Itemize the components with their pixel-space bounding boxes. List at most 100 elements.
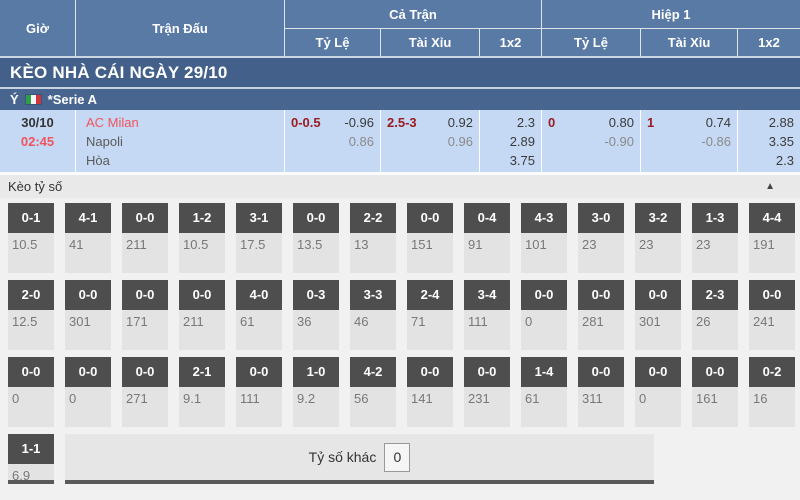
date-title-text: KÈO NHÀ CÁI NGÀY 29/10	[10, 62, 228, 82]
score-button[interactable]: 4-1	[65, 203, 111, 233]
ft-1x2-odds-cell[interactable]: 2.3 2.89 3.75	[480, 110, 541, 172]
score-button[interactable]: 0-0	[8, 357, 54, 387]
h1-1x2-home-odds[interactable]: 2.88	[768, 115, 794, 130]
score-button[interactable]: 1-4	[521, 357, 567, 387]
score-cell: 0-0 301	[635, 280, 681, 350]
score-button[interactable]: 0-0	[521, 280, 567, 310]
score-row: 0-0 0 0-0 0 0-0 271 2-1 9.1 0-0 111 1-0 9.2 4-2 56 0-0…	[8, 357, 800, 427]
h1-1x2-draw-odds[interactable]: 2.3	[775, 153, 794, 168]
score-button[interactable]: 3-3	[350, 280, 396, 310]
h1-overunder-odds-cell[interactable]: 1 0.74 -0.86	[641, 110, 737, 172]
score-button[interactable]: 1-0	[293, 357, 339, 387]
score-button[interactable]: 2-2	[350, 203, 396, 233]
score-button[interactable]: 0-2	[749, 357, 795, 387]
h1-1x2-away-odds[interactable]: 3.35	[768, 134, 794, 149]
score-cell: 0-0 151	[407, 203, 453, 273]
score-button[interactable]: 0-0	[293, 203, 339, 233]
score-odds: 241	[753, 314, 775, 329]
score-odds: 26	[696, 314, 711, 329]
ft-handicap-odds-cell[interactable]: 0-0.5 -0.96 0.86	[285, 110, 380, 172]
score-button[interactable]: 4-3	[521, 203, 567, 233]
score-odds: 0	[639, 391, 647, 406]
score-button[interactable]: 0-1	[8, 203, 54, 233]
score-button[interactable]: 0-0	[692, 357, 738, 387]
score-button[interactable]: 0-0	[122, 357, 168, 387]
score-button[interactable]: 0-3	[293, 280, 339, 310]
other-score-cell: Tỷ số khác 0	[65, 434, 654, 484]
ft-handicap-line: 0-0.5	[291, 115, 321, 130]
score-odds: 141	[411, 391, 433, 406]
score-odds: 61	[525, 391, 540, 406]
score-button[interactable]: 2-0	[8, 280, 54, 310]
score-button[interactable]: 0-0	[578, 357, 624, 387]
separator	[0, 172, 800, 175]
h1-handicap-line: 0	[548, 115, 556, 130]
score-button[interactable]: 0-0	[122, 203, 168, 233]
score-button[interactable]: 0-0	[635, 357, 681, 387]
score-button[interactable]: 3-0	[578, 203, 624, 233]
score-odds: 281	[582, 314, 604, 329]
score-button[interactable]: 1-3	[692, 203, 738, 233]
league-bar[interactable]: Ý *Serie A	[0, 87, 800, 110]
other-score-label: Tỷ số khác	[308, 449, 377, 465]
score-odds: 13.5	[297, 237, 323, 252]
correct-score-section-bar[interactable]: Kèo tỷ số ▲	[0, 175, 800, 198]
score-button[interactable]: 4-4	[749, 203, 795, 233]
score-cell: 4-3 101	[521, 203, 567, 273]
score-cell: 2-4 71	[407, 280, 453, 350]
score-button[interactable]: 0-0	[236, 357, 282, 387]
h1-handicap-home-odds[interactable]: 0.80	[608, 115, 634, 130]
score-button[interactable]: 2-3	[692, 280, 738, 310]
score-cell: 1-3 23	[692, 203, 738, 273]
score-button[interactable]: 0-0	[464, 357, 510, 387]
score-cell: 2-1 9.1	[179, 357, 225, 427]
collapse-arrow-icon[interactable]: ▲	[765, 181, 775, 192]
h1-over-odds[interactable]: 0.74	[705, 115, 731, 130]
score-odds: 91	[468, 237, 483, 252]
score-button[interactable]: 0-0	[749, 280, 795, 310]
score-button[interactable]: 0-0	[407, 357, 453, 387]
score-button[interactable]: 0-0	[65, 280, 111, 310]
ft-handicap-home-odds[interactable]: -0.96	[344, 115, 374, 130]
ft-under-odds[interactable]: 0.96	[447, 134, 473, 149]
score-button[interactable]: 0-0	[578, 280, 624, 310]
ft-1x2-home-odds[interactable]: 2.3	[516, 115, 535, 130]
score-button[interactable]: 0-0	[122, 280, 168, 310]
ft-overunder-odds-cell[interactable]: 2.5-3 0.92 0.96	[381, 110, 479, 172]
score-button[interactable]: 1-2	[179, 203, 225, 233]
score-button[interactable]: 3-1	[236, 203, 282, 233]
column-header-h1-overunder: Tài Xỉu	[641, 29, 737, 56]
ft-over-odds[interactable]: 0.92	[447, 115, 473, 130]
h1-handicap-away-odds[interactable]: -0.90	[604, 134, 634, 149]
score-button[interactable]: 0-0	[635, 280, 681, 310]
column-header-ft-1x2: 1x2	[480, 29, 541, 56]
draw-label: Hòa	[86, 153, 110, 168]
score-button[interactable]: 4-0	[236, 280, 282, 310]
h1-handicap-odds-cell[interactable]: 0 0.80 -0.90	[542, 110, 640, 172]
column-header-h1-1x2: 1x2	[738, 29, 800, 56]
h1-under-odds[interactable]: -0.86	[701, 134, 731, 149]
score-button[interactable]: 1-1	[8, 434, 54, 464]
h1-1x2-odds-cell[interactable]: 2.88 3.35 2.3	[738, 110, 800, 172]
away-team-name: Napoli	[86, 134, 123, 149]
score-button[interactable]: 2-1	[179, 357, 225, 387]
other-score-input[interactable]: 0	[384, 442, 411, 472]
column-header-ft-overunder: Tài Xỉu	[381, 29, 479, 56]
score-button[interactable]: 0-0	[179, 280, 225, 310]
score-button[interactable]: 0-0	[65, 357, 111, 387]
ft-overunder-line: 2.5-3	[387, 115, 417, 130]
score-button[interactable]: 0-4	[464, 203, 510, 233]
score-row: 2-0 12.5 0-0 301 0-0 171 0-0 211 4-0 61 0-3 36 3-3 46…	[8, 280, 800, 350]
ft-handicap-away-odds[interactable]: 0.86	[348, 134, 374, 149]
score-button[interactable]: 0-0	[407, 203, 453, 233]
score-button[interactable]: 3-4	[464, 280, 510, 310]
score-odds: 56	[354, 391, 369, 406]
score-button[interactable]: 4-2	[350, 357, 396, 387]
score-button[interactable]: 3-2	[635, 203, 681, 233]
ft-1x2-away-odds[interactable]: 2.89	[509, 134, 535, 149]
score-button[interactable]: 2-4	[407, 280, 453, 310]
score-cell: 4-0 61	[236, 280, 282, 350]
score-cell: 0-1 10.5	[8, 203, 54, 273]
ft-1x2-draw-odds[interactable]: 3.75	[509, 153, 535, 168]
